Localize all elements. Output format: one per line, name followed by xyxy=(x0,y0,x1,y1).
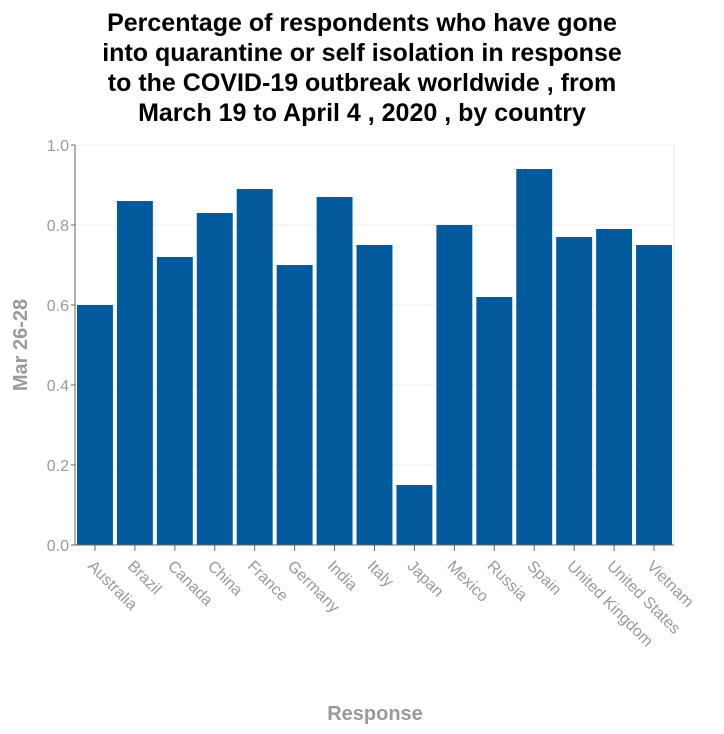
x-tick-label: Japan xyxy=(404,558,447,601)
bar-united-kingdom xyxy=(556,237,593,545)
axes xyxy=(71,144,675,551)
bar-italy xyxy=(356,245,393,545)
x-axis-title: Response xyxy=(327,703,423,725)
bar-russia xyxy=(476,297,513,545)
bar-mexico xyxy=(436,225,473,545)
bar-canada xyxy=(156,257,193,545)
x-tick-label: Russia xyxy=(483,558,530,605)
y-tick-label: 1.0 xyxy=(47,138,69,155)
bar-india xyxy=(316,197,353,545)
x-tick-label: France xyxy=(244,558,291,605)
bar-united-states xyxy=(596,229,633,545)
bar-spain xyxy=(516,169,553,545)
bar-vietnam xyxy=(636,245,672,545)
y-tick-label: 0.6 xyxy=(47,298,69,315)
y-tick-label: 0.2 xyxy=(47,458,69,475)
y-tick-labels: 0.0 0.2 0.4 0.6 0.8 1.0 xyxy=(47,138,69,555)
bar-brazil xyxy=(116,201,153,545)
bars xyxy=(77,169,672,545)
bar-france xyxy=(236,189,273,545)
bar-china xyxy=(196,213,233,545)
x-tick-label: Mexico xyxy=(444,558,492,606)
bar-australia xyxy=(77,305,113,545)
chart-title: Percentage of respondents who have gone … xyxy=(102,9,622,127)
y-tick-label: 0.8 xyxy=(47,218,69,235)
x-tick-label: India xyxy=(324,558,361,595)
bar-japan xyxy=(396,485,433,545)
y-tick-label: 0.4 xyxy=(47,378,69,395)
x-tick-label: Italy xyxy=(364,558,397,591)
y-tick-label: 0.0 xyxy=(47,538,69,555)
y-axis-title: Mar 26-28 xyxy=(10,299,32,391)
bar-germany xyxy=(276,265,313,545)
